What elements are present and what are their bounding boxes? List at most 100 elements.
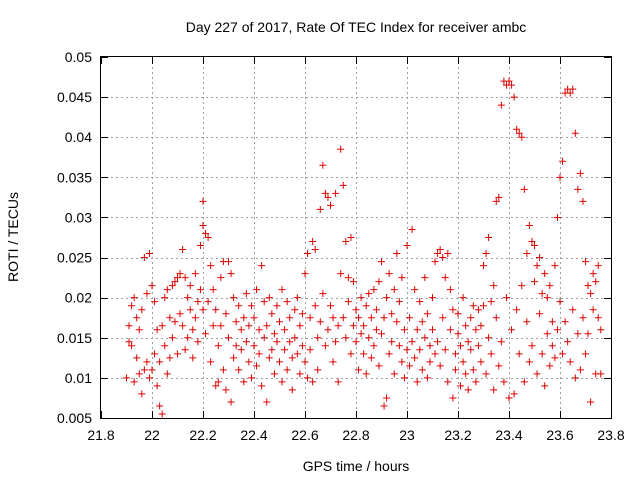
- data-point: [130, 378, 138, 386]
- data-point: [429, 294, 436, 302]
- data-point: [541, 270, 549, 278]
- data-point: [133, 354, 141, 362]
- data-point: [268, 346, 276, 354]
- data-point: [334, 378, 342, 386]
- x-tick-label: 23.8: [597, 427, 624, 443]
- data-point: [439, 314, 447, 322]
- data-point: [497, 338, 505, 346]
- data-point: [429, 326, 436, 334]
- data-point: [492, 314, 500, 322]
- data-point: [546, 282, 554, 290]
- data-point: [214, 378, 222, 386]
- data-point: [548, 342, 556, 350]
- data-point: [525, 221, 533, 229]
- data-point: [584, 282, 592, 290]
- x-tick-label: 22.6: [291, 427, 318, 443]
- data-point: [235, 302, 243, 310]
- data-point: [332, 338, 340, 346]
- data-point: [186, 282, 194, 290]
- data-point: [495, 362, 503, 370]
- data-point: [421, 274, 429, 282]
- data-point: [446, 286, 454, 294]
- data-point: [582, 258, 589, 266]
- data-point: [380, 314, 388, 322]
- data-point: [293, 350, 301, 358]
- data-point: [291, 334, 299, 342]
- data-point: [362, 302, 370, 310]
- data-point: [245, 358, 253, 366]
- data-point: [156, 358, 164, 366]
- data-point: [128, 302, 136, 310]
- data-point: [283, 366, 291, 374]
- data-point: [250, 314, 258, 322]
- data-point: [543, 330, 551, 338]
- data-point: [408, 225, 416, 233]
- data-point: [161, 294, 169, 302]
- data-point: [163, 286, 171, 294]
- data-point: [571, 129, 579, 137]
- data-point: [319, 290, 327, 298]
- data-point: [217, 322, 225, 330]
- data-point: [349, 278, 357, 286]
- data-point: [311, 246, 319, 254]
- data-point: [548, 318, 556, 326]
- data-point: [291, 306, 299, 314]
- data-point: [579, 197, 587, 205]
- data-point: [199, 306, 207, 314]
- data-point: [158, 322, 166, 330]
- data-point: [477, 358, 485, 366]
- data-point: [171, 278, 179, 286]
- data-point: [225, 258, 232, 266]
- data-point: [502, 294, 510, 302]
- data-point: [492, 197, 500, 205]
- data-point: [270, 370, 278, 378]
- data-point: [411, 286, 419, 294]
- x-tick-label: 21.8: [87, 427, 114, 443]
- x-tick-label: 22.2: [189, 427, 216, 443]
- data-point: [385, 350, 393, 358]
- data-point: [181, 274, 189, 282]
- data-point: [273, 302, 281, 310]
- data-point: [214, 342, 222, 350]
- data-point: [500, 378, 508, 386]
- data-point: [242, 290, 250, 298]
- data-point: [531, 242, 538, 250]
- data-point: [253, 362, 261, 370]
- data-point: [457, 382, 465, 390]
- data-point: [467, 346, 475, 354]
- data-point: [462, 322, 470, 330]
- data-point: [286, 314, 294, 322]
- data-point: [485, 334, 493, 342]
- data-point: [576, 366, 584, 374]
- data-point: [260, 298, 268, 306]
- data-point: [166, 354, 174, 362]
- data-point: [561, 318, 569, 326]
- data-point: [153, 326, 161, 334]
- data-point: [426, 358, 434, 366]
- data-point: [321, 342, 329, 350]
- data-point: [589, 306, 597, 314]
- y-tick-label: 0.045: [57, 89, 92, 105]
- data-point: [355, 366, 363, 374]
- grid-lines: [101, 57, 611, 418]
- data-point: [431, 350, 439, 358]
- data-point: [587, 398, 595, 406]
- data-point: [138, 390, 146, 398]
- data-point: [309, 238, 317, 246]
- data-point: [278, 286, 286, 294]
- y-tick-label: 0.04: [65, 129, 92, 145]
- data-point: [179, 322, 187, 330]
- data-point: [490, 282, 498, 290]
- data-point: [551, 262, 559, 270]
- data-point: [403, 242, 411, 250]
- data-point: [559, 157, 567, 165]
- data-point: [367, 314, 375, 322]
- data-point: [301, 270, 309, 278]
- data-point: [510, 390, 518, 398]
- data-point: [372, 306, 380, 314]
- data-point: [543, 294, 551, 302]
- data-point: [416, 298, 424, 306]
- y-tick-label: 0.035: [57, 169, 92, 185]
- data-point: [418, 366, 426, 374]
- y-tick-label: 0.01: [65, 370, 92, 386]
